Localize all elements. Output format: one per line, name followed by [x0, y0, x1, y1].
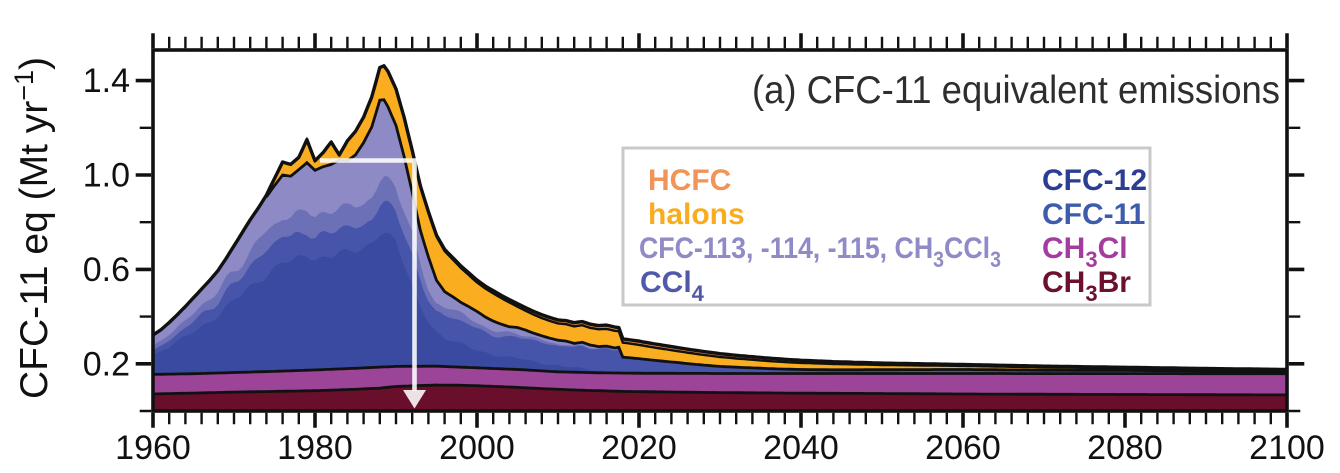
svg-text:CFC-11 eq (Mt yr−1): CFC-11 eq (Mt yr−1) — [9, 57, 56, 399]
svg-text:0.2: 0.2 — [83, 345, 130, 383]
svg-text:1980: 1980 — [277, 429, 353, 467]
svg-text:(a) CFC-11 equivalent emission: (a) CFC-11 equivalent emissions — [752, 69, 1280, 112]
svg-text:1960: 1960 — [115, 429, 191, 467]
svg-text:2080: 2080 — [1087, 429, 1163, 467]
svg-text:2060: 2060 — [925, 429, 1001, 467]
svg-text:CFC-113, -114, -115, CH3CCl3: CFC-113, -114, -115, CH3CCl3 — [639, 232, 1001, 272]
svg-text:CFC-12: CFC-12 — [1042, 164, 1147, 197]
svg-text:CFC-11: CFC-11 — [1042, 198, 1145, 231]
svg-text:2040: 2040 — [763, 429, 839, 467]
svg-text:2000: 2000 — [439, 429, 515, 467]
svg-text:halons: halons — [648, 198, 745, 231]
svg-text:1.0: 1.0 — [83, 157, 130, 195]
svg-text:2100: 2100 — [1249, 429, 1325, 467]
svg-text:0.6: 0.6 — [83, 251, 130, 289]
svg-text:HCFC: HCFC — [648, 164, 731, 197]
svg-text:1.4: 1.4 — [83, 62, 130, 100]
svg-text:2020: 2020 — [601, 429, 677, 467]
